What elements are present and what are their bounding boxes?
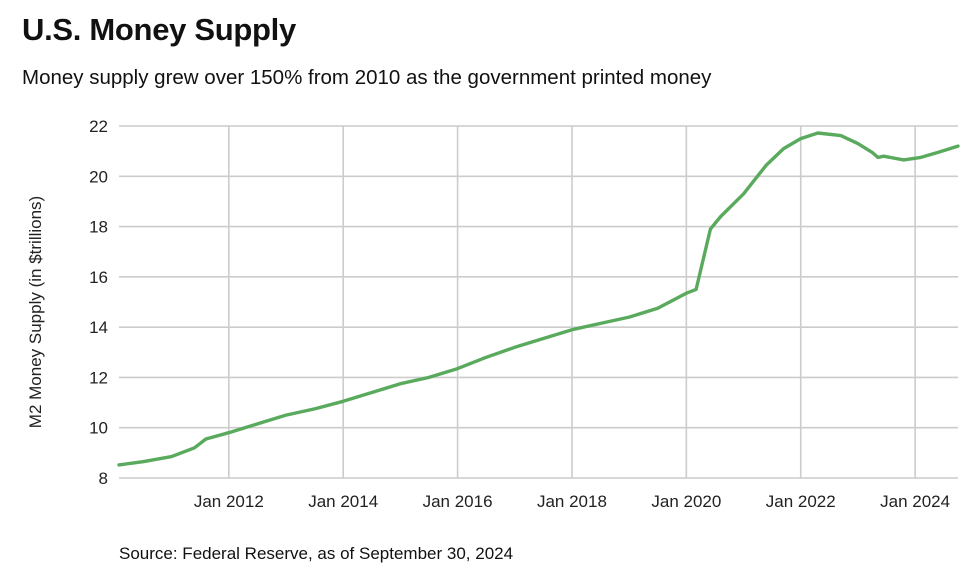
y-tick-label: 12 xyxy=(89,368,108,387)
x-tick-label: Jan 2014 xyxy=(308,492,378,511)
series-group xyxy=(117,131,960,467)
chart-title: U.S. Money Supply xyxy=(22,12,296,47)
y-tick-label: 8 xyxy=(99,469,108,488)
x-tick-label: Jan 2020 xyxy=(651,492,721,511)
y-tick-label: 20 xyxy=(89,167,108,186)
series-line-m2 xyxy=(117,131,960,467)
y-tick-label: 18 xyxy=(89,218,108,237)
y-gridlines xyxy=(119,125,958,479)
x-tick-label: Jan 2016 xyxy=(423,492,493,511)
source-note: Source: Federal Reserve, as of September… xyxy=(119,544,514,563)
x-tick-labels: Jan 2012 Jan 2014 Jan 2016 Jan 2018 Jan 2020… xyxy=(194,492,950,511)
y-tick-label: 10 xyxy=(89,419,108,438)
x-tick-label: Jan 2012 xyxy=(194,492,264,511)
x-tick-label: Jan 2022 xyxy=(766,492,836,511)
y-tick-label: 16 xyxy=(89,268,108,287)
y-tick-label: 22 xyxy=(89,117,108,136)
y-tick-labels: 8 10 12 14 16 18 20 22 xyxy=(89,117,108,488)
x-gridlines xyxy=(228,126,916,478)
chart-subtitle: Money supply grew over 150% from 2010 as… xyxy=(22,66,712,89)
x-tick-label: Jan 2024 xyxy=(880,492,950,511)
y-tick-label: 14 xyxy=(89,318,108,337)
y-axis-label: M2 Money Supply (in $trillions) xyxy=(26,196,45,428)
x-tick-label: Jan 2018 xyxy=(537,492,607,511)
